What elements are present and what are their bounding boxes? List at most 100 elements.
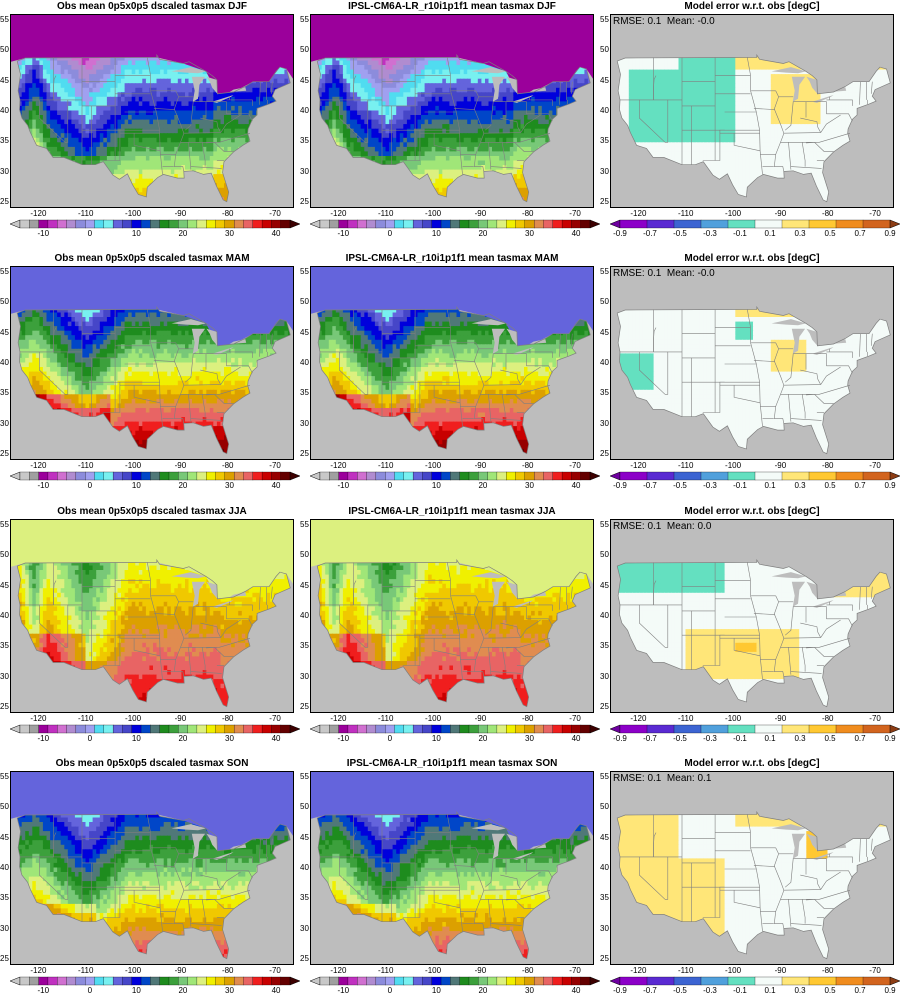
longitude-tick-label: -90 [765, 715, 795, 723]
temp-colorbar-swatch [581, 977, 591, 985]
temp-colorbar-swatch [460, 220, 470, 228]
model-map-SON [311, 772, 594, 965]
temp-colorbar-swatch [188, 472, 198, 480]
error-map-JJA [611, 520, 894, 713]
error-colorbar-swatch [674, 220, 701, 228]
longitude-tick-label: -100 [718, 715, 748, 723]
temp-colorbar-swatch [160, 472, 170, 480]
temp-colorbar-label: 0 [375, 230, 405, 238]
temp-colorbar-swatch [329, 725, 339, 733]
temp-colorbar-swatch [206, 220, 216, 228]
temp-colorbar-label: 30 [214, 482, 244, 490]
temp-colorbar-swatch [20, 977, 30, 985]
temp-colorbar-swatch [57, 472, 67, 480]
panel-title: Model error w.r.t. obs [degC] [610, 505, 894, 519]
temp-colorbar-swatch [543, 725, 553, 733]
temp-colorbar-swatch [525, 725, 535, 733]
temp-colorbar-swatch [516, 472, 526, 480]
longitude-tick-label: -90 [465, 462, 495, 470]
latitude-tick-label: 45 [0, 329, 9, 337]
longitude-tick-label: -70 [560, 210, 590, 218]
error-colorbar-swatch [647, 725, 674, 733]
error-colorbar-swatch [836, 220, 863, 228]
temp-colorbar-swatch [216, 725, 226, 733]
map-frame: RMSE: 0.1 Mean: -0.0 [610, 14, 894, 208]
temp-colorbar-swatch [262, 725, 272, 733]
temp-colorbar-swatch [385, 220, 395, 228]
temp-colorbar-swatch [104, 220, 114, 228]
temp-colorbar-label: -10 [28, 482, 58, 490]
temp-colorbar-swatch [29, 977, 39, 985]
latitude-tick-label: 50 [600, 551, 609, 559]
temp-colorbar-swatch [404, 977, 414, 985]
map-frame [310, 266, 594, 460]
latitude-tick-label: 40 [300, 107, 309, 115]
temp-colorbar-label: 30 [514, 482, 544, 490]
latitude-tick-label: 25 [600, 198, 609, 206]
temp-colorbar-swatch [450, 977, 460, 985]
obs-map-DJF [11, 15, 294, 208]
temp-colorbar-swatch [122, 725, 132, 733]
map-frame [10, 14, 294, 208]
temp-colorbar-swatch [432, 472, 442, 480]
error-colorbar-label: 0.1 [755, 482, 785, 490]
temp-colorbar-label: 30 [514, 230, 544, 238]
temp-colorbar-swatch [216, 977, 226, 985]
temp-colorbar-swatch [160, 220, 170, 228]
error-colorbar-label: -0.3 [695, 482, 725, 490]
latitude-tick-label: 40 [300, 864, 309, 872]
temp-colorbar-swatch [225, 220, 235, 228]
error-colorbar-swatch [701, 725, 728, 733]
temp-colorbar-swatch [216, 472, 226, 480]
latitude-tick-label: 50 [0, 803, 9, 811]
temp-colorbar-swatch [132, 220, 142, 228]
latitude-tick-label: 25 [600, 450, 609, 458]
latitude-tick-label: 45 [0, 834, 9, 842]
latitude-tick-label: 25 [300, 450, 309, 458]
error-colorbar-label: 0.3 [785, 735, 815, 743]
temp-colorbar-swatch [469, 977, 479, 985]
error-colorbar-label: -0.5 [665, 735, 695, 743]
temp-colorbar-label: -10 [28, 735, 58, 743]
temp-colorbar-swatch [478, 472, 488, 480]
longitude-tick-label: -90 [765, 967, 795, 975]
error-colorbar-label: -0.3 [695, 987, 725, 995]
error-colorbar-label: 0.7 [845, 482, 875, 490]
temp-colorbar-label: 20 [168, 230, 198, 238]
error-colorbar-swatch [782, 977, 809, 985]
temp-colorbar-swatch [20, 725, 30, 733]
latitude-tick-label: 50 [300, 551, 309, 559]
temp-colorbar-swatch [197, 977, 207, 985]
longitude-tick-label: -120 [23, 715, 53, 723]
temp-colorbar-label: 30 [214, 987, 244, 995]
temp-colorbar-swatch [234, 220, 244, 228]
temp-colorbar-swatch [460, 725, 470, 733]
temp-colorbar-swatch [581, 725, 591, 733]
error-colorbar-swatch [755, 977, 782, 985]
error-colorbar-label: 0.1 [755, 735, 785, 743]
error-colorbar-swatch [728, 977, 755, 985]
longitude-tick-label: -80 [513, 715, 543, 723]
latitude-tick-label: 40 [300, 359, 309, 367]
map-frame [310, 14, 594, 208]
temp-colorbar-swatch [497, 977, 507, 985]
temp-colorbar-swatch [104, 725, 114, 733]
latitude-tick-label: 50 [300, 46, 309, 54]
temp-colorbar-swatch [253, 220, 263, 228]
latitude-tick-label: 30 [300, 420, 309, 428]
temp-colorbar-swatch [225, 472, 235, 480]
mean-text: Mean: 0.1 [667, 773, 711, 784]
temp-colorbar-swatch [506, 725, 516, 733]
temp-colorbar-swatch [39, 472, 49, 480]
longitude-tick-label: -70 [260, 715, 290, 723]
temp-colorbar-swatch [29, 220, 39, 228]
temp-colorbar-swatch [394, 977, 404, 985]
longitude-tick-label: -120 [323, 967, 353, 975]
temp-colorbar-swatch [76, 220, 86, 228]
temp-colorbar-swatch [206, 977, 216, 985]
mean-text: Mean: 0.0 [667, 521, 711, 532]
temp-colorbar-swatch [169, 977, 179, 985]
temp-colorbar-label: 40 [561, 230, 591, 238]
temp-colorbar-swatch [216, 220, 226, 228]
